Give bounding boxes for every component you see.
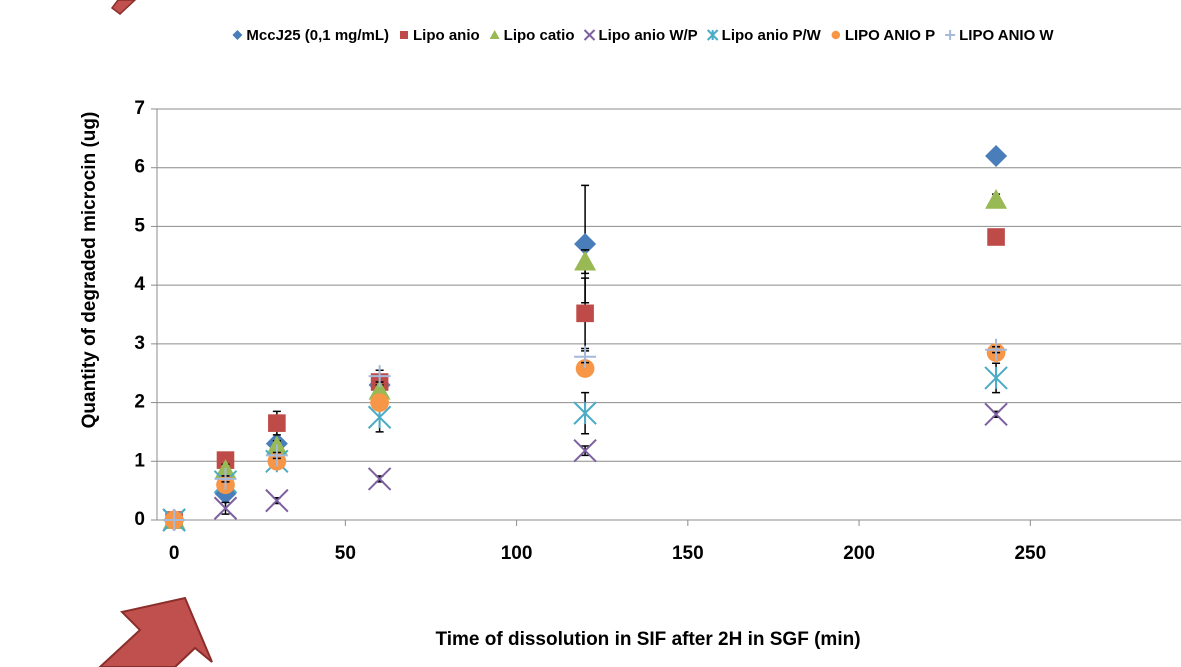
marker — [268, 414, 286, 432]
y-tick-label: 2 — [134, 392, 145, 413]
marker — [370, 393, 389, 412]
y-tick-label: 4 — [134, 274, 145, 295]
marker — [573, 439, 597, 463]
y-tick-label: 0 — [134, 509, 145, 530]
y-tick-label: 3 — [134, 333, 145, 354]
x-tick-label: 150 — [672, 543, 704, 564]
legend-item: Lipo anio W/P — [583, 27, 698, 44]
legend-label: Lipo anio P/W — [722, 27, 822, 44]
marker — [831, 30, 841, 40]
marker — [368, 365, 391, 388]
marker — [399, 31, 408, 39]
x-tick-label: 200 — [843, 543, 875, 564]
y-tick-label: 5 — [134, 215, 145, 236]
legend-item: Lipo anio — [399, 27, 480, 44]
legend-label: Lipo anio — [413, 27, 480, 44]
legend: MccJ25 (0,1 mg/mL) Lipo anio Lipo catio Lip… — [232, 27, 1054, 44]
y-tick-label: 1 — [134, 450, 145, 471]
marker — [985, 144, 1008, 167]
series — [165, 228, 1005, 529]
series — [164, 343, 1006, 530]
marker — [576, 304, 594, 323]
x-tick-label: 0 — [169, 543, 180, 564]
arrow-decoration — [98, 596, 213, 667]
marker — [984, 366, 1008, 390]
y-axis-title: Quantity of degraded microcin (ug) — [79, 112, 100, 429]
marker — [213, 496, 238, 520]
marker — [232, 30, 243, 40]
marker — [265, 444, 288, 467]
x-tick-label: 250 — [1014, 543, 1046, 564]
marker — [489, 30, 500, 39]
legend-label: Lipo anio W/P — [599, 27, 698, 44]
y-tick-label: 6 — [134, 157, 145, 178]
legend-item: Lipo anio P/W — [706, 27, 822, 44]
legend-label: MccJ25 (0,1 mg/mL) — [246, 27, 389, 44]
legend-label: LIPO ANIO P — [845, 27, 935, 44]
legend-item: LIPO ANIO W — [945, 27, 1054, 44]
x-axis-title: Time of dissolution in SIF after 2H in S… — [435, 629, 860, 650]
marker — [163, 509, 186, 531]
legend-item: LIPO ANIO P — [831, 27, 935, 44]
marker — [368, 379, 391, 400]
marker — [583, 29, 596, 41]
marker — [984, 402, 1008, 427]
marker — [214, 467, 237, 490]
marker — [985, 338, 1008, 361]
legend-label: Lipo catio — [504, 27, 575, 44]
marker — [265, 488, 289, 513]
marker — [945, 30, 956, 40]
legend-item: MccJ25 (0,1 mg/mL) — [232, 27, 389, 44]
series — [163, 338, 1008, 531]
marker — [987, 228, 1005, 246]
legend-label: LIPO ANIO W — [959, 27, 1054, 44]
marker — [367, 467, 392, 491]
marker — [574, 345, 597, 368]
marker — [574, 233, 597, 256]
y-tick-label: 7 — [134, 98, 145, 119]
marker — [574, 250, 597, 271]
x-tick-label: 50 — [335, 543, 356, 564]
marker — [573, 401, 597, 425]
arrow-decoration — [110, 0, 137, 15]
x-tick-label: 100 — [501, 543, 533, 564]
legend-item: Lipo catio — [489, 27, 575, 44]
marker — [985, 189, 1008, 209]
marker — [575, 359, 595, 378]
marker — [706, 29, 719, 41]
